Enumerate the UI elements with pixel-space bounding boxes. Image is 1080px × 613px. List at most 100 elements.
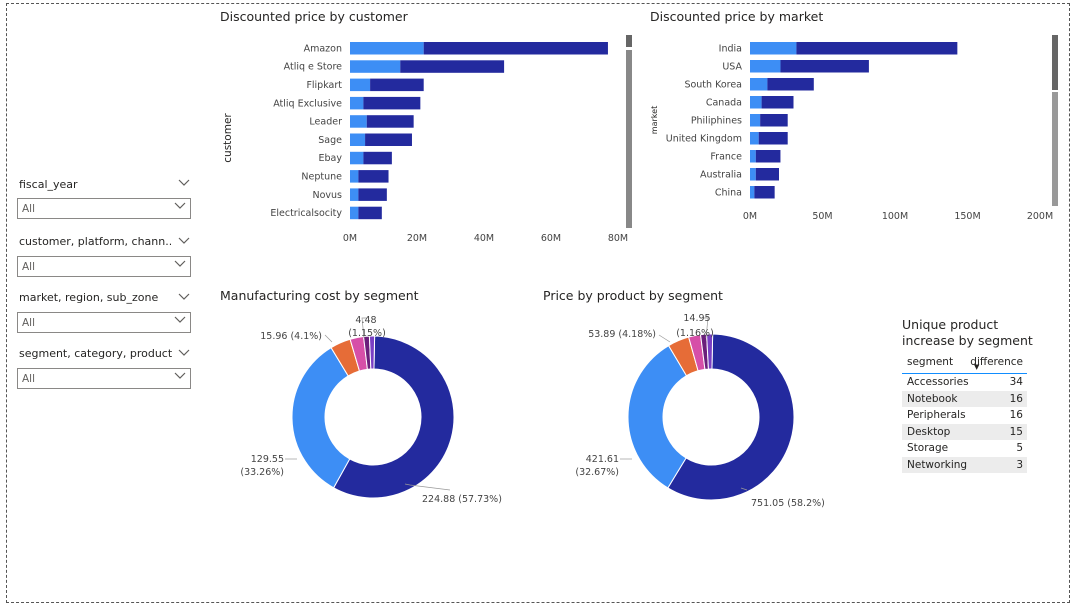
slicer-customer-dropdown[interactable]: All bbox=[17, 256, 191, 277]
category-label: Flipkart bbox=[306, 80, 342, 91]
bar-segment-light[interactable] bbox=[750, 114, 761, 127]
bar-segment-light[interactable] bbox=[350, 60, 401, 73]
price-product-accessories-pct: (32.67%) bbox=[575, 467, 619, 478]
mfg-cost-desktop-pct: (1.15%) bbox=[348, 328, 386, 339]
bar-segment-light[interactable] bbox=[350, 78, 371, 92]
mfg-cost-donut-chart[interactable]: 224.88 (57.73%) 129.55 (33.26%) 15.96 (4… bbox=[240, 312, 530, 512]
chevron-down-icon bbox=[174, 260, 186, 267]
bar-segment-dark[interactable] bbox=[761, 96, 794, 109]
bar-segment-dark[interactable] bbox=[366, 115, 414, 128]
bar-segment-dark[interactable] bbox=[760, 114, 788, 127]
bar-segment-dark[interactable] bbox=[423, 42, 608, 55]
chevron-down-icon[interactable] bbox=[178, 179, 190, 187]
chevron-down-icon[interactable] bbox=[178, 237, 190, 245]
bar-segment-light[interactable] bbox=[750, 78, 768, 91]
column-header-difference[interactable]: difference bbox=[970, 356, 1023, 368]
table-row[interactable]: Networking 3 bbox=[902, 456, 1027, 473]
bar-segment-dark[interactable] bbox=[780, 60, 869, 73]
segment-cell: Peripherals bbox=[907, 409, 966, 422]
donut-slice[interactable] bbox=[667, 333, 795, 501]
table-row[interactable]: Notebook 16 bbox=[902, 390, 1027, 407]
bar-segment-dark[interactable] bbox=[767, 78, 814, 91]
chevron-down-icon[interactable] bbox=[178, 293, 190, 301]
donut-slice[interactable] bbox=[706, 333, 714, 370]
bar-segment-dark[interactable] bbox=[363, 151, 392, 165]
bar-segment-light[interactable] bbox=[750, 150, 756, 163]
bar-segment-light[interactable] bbox=[750, 60, 781, 73]
bar-segment-light[interactable] bbox=[350, 170, 359, 183]
slicer-segment-label: segment, category, product bbox=[19, 347, 173, 360]
bar-segment-light[interactable] bbox=[350, 206, 359, 220]
bar-segment-dark[interactable] bbox=[400, 60, 505, 73]
slicer-market-dropdown[interactable]: All bbox=[17, 312, 191, 333]
bar-segment-light[interactable] bbox=[750, 168, 756, 181]
mfg-cost-desktop-value: 4.48 bbox=[355, 315, 376, 326]
donut-slice[interactable] bbox=[368, 335, 376, 370]
bar-segment-light[interactable] bbox=[350, 42, 424, 55]
scrollbar-track[interactable] bbox=[626, 50, 632, 228]
category-label: France bbox=[710, 151, 742, 162]
table-row[interactable]: Accessories 34 bbox=[902, 374, 1027, 391]
category-label: Philiphines bbox=[691, 115, 742, 126]
bar-segment-light[interactable] bbox=[350, 133, 366, 147]
bar-segment-dark[interactable] bbox=[370, 78, 424, 92]
bar-segment-dark[interactable] bbox=[363, 96, 421, 110]
table-row[interactable]: Storage 5 bbox=[902, 440, 1027, 457]
category-label: Canada bbox=[706, 97, 742, 108]
bar-segment-light[interactable] bbox=[750, 132, 759, 145]
chevron-down-icon[interactable] bbox=[178, 349, 190, 357]
bar-segment-dark[interactable] bbox=[755, 150, 781, 163]
bar-segment-dark[interactable] bbox=[758, 132, 788, 145]
slicer-segment-dropdown[interactable]: All bbox=[17, 368, 191, 389]
bar-segment-dark[interactable] bbox=[358, 170, 389, 183]
mfg-cost-accessories-pct: (33.26%) bbox=[240, 467, 284, 478]
x-tick-label: 60M bbox=[541, 233, 561, 244]
scrollbar-thumb-top[interactable] bbox=[626, 35, 632, 47]
bar-segment-dark[interactable] bbox=[358, 188, 387, 201]
x-tick-label: 50M bbox=[812, 211, 832, 222]
scrollbar-thumb[interactable] bbox=[1052, 35, 1058, 90]
category-label: Amazon bbox=[304, 43, 342, 54]
x-tick-label: 100M bbox=[882, 211, 908, 222]
price-product-chart-title: Price by product by segment bbox=[543, 288, 723, 303]
bar-segment-dark[interactable] bbox=[358, 206, 382, 220]
table-row[interactable]: Peripherals 16 bbox=[902, 407, 1027, 424]
bar-segment-light[interactable] bbox=[750, 186, 755, 199]
table-row[interactable]: Desktop 15 bbox=[902, 423, 1027, 440]
customer-axis-title: customer bbox=[222, 113, 234, 163]
column-header-segment[interactable]: segment bbox=[907, 356, 954, 368]
donut-slice[interactable] bbox=[291, 346, 351, 489]
scrollbar-track[interactable] bbox=[1052, 92, 1058, 206]
category-label: Electricalsocity bbox=[270, 208, 342, 219]
sort-descending-icon: ▼ bbox=[974, 363, 980, 371]
bar-segment-light[interactable] bbox=[750, 96, 762, 109]
category-label: United Kingdom bbox=[666, 133, 742, 144]
donut-slice[interactable] bbox=[627, 344, 688, 489]
bar-segment-dark[interactable] bbox=[796, 42, 958, 55]
x-tick-label: 200M bbox=[1027, 211, 1053, 222]
bar-segment-dark[interactable] bbox=[365, 133, 412, 147]
x-tick-label: 80M bbox=[608, 233, 628, 244]
bar-segment-light[interactable] bbox=[750, 42, 797, 55]
slicer-value: All bbox=[22, 317, 36, 329]
category-label: Australia bbox=[700, 169, 742, 180]
chevron-down-icon bbox=[174, 202, 186, 209]
customer-bar-chart[interactable]: customer Amazon Atliq e Store Flipkart Atli… bbox=[215, 30, 640, 250]
chevron-down-icon bbox=[174, 316, 186, 323]
difference-cell: 5 bbox=[1016, 442, 1023, 455]
donut-slice[interactable] bbox=[332, 335, 455, 499]
bar-segment-light[interactable] bbox=[350, 188, 359, 201]
slicer-fiscal-year-dropdown[interactable]: All bbox=[17, 198, 191, 219]
mfg-cost-chart-title: Manufacturing cost by segment bbox=[220, 288, 419, 303]
slicer-value: All bbox=[22, 373, 36, 385]
category-label: India bbox=[719, 43, 742, 54]
customer-chart-title: Discounted price by customer bbox=[220, 9, 408, 24]
bar-segment-light[interactable] bbox=[350, 115, 367, 128]
bar-segment-light[interactable] bbox=[350, 96, 364, 110]
market-chart-title: Discounted price by market bbox=[650, 9, 824, 24]
price-product-donut-chart[interactable]: 751.05 (58.2%) 421.61 (32.67%) 53.89 (4.… bbox=[575, 312, 885, 512]
market-bar-chart[interactable]: market India USA South Korea Canada Philiphi… bbox=[645, 30, 1065, 230]
bar-segment-dark[interactable] bbox=[754, 186, 775, 199]
bar-segment-dark[interactable] bbox=[755, 168, 779, 181]
bar-segment-light[interactable] bbox=[350, 151, 364, 165]
